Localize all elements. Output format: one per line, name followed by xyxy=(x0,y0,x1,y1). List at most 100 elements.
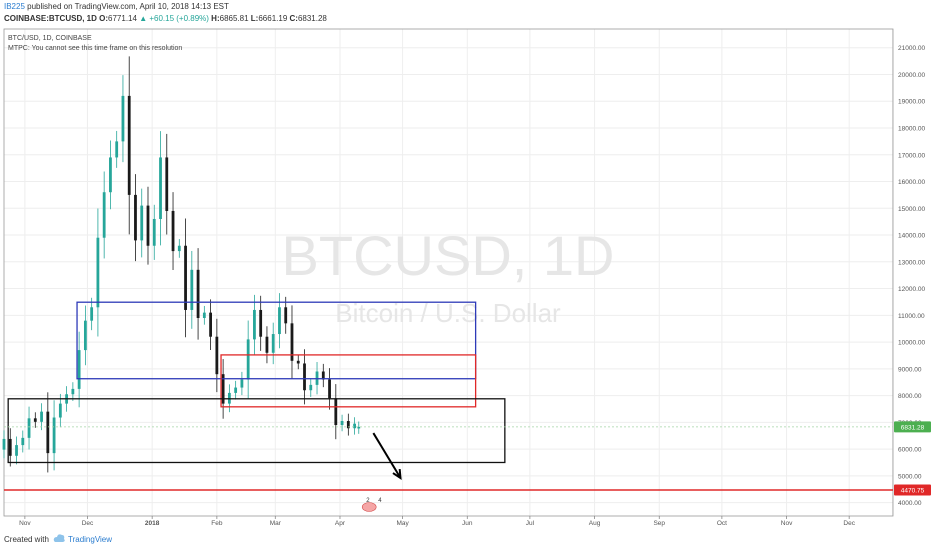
price-tick-label: 16000.00 xyxy=(898,179,925,186)
price-chart[interactable]: BTCUSD, 1D Bitcoin / U.S. Dollar BTC/USD… xyxy=(0,0,932,530)
published-text: published on TradingView.com, April 10, … xyxy=(27,2,229,11)
blue-zone-box xyxy=(76,301,477,380)
time-tick-label: Dec xyxy=(82,520,94,527)
candle-body xyxy=(303,363,306,391)
last-price-tag-text: 6831.28 xyxy=(901,424,925,431)
chart-footer: Created with TradingView xyxy=(0,530,932,550)
candle-body xyxy=(83,320,87,351)
candle-body xyxy=(259,309,263,337)
price-tick-label: 6000.00 xyxy=(898,447,922,454)
candle-body xyxy=(340,421,344,426)
candle-body xyxy=(2,438,6,450)
candle-body xyxy=(21,437,25,446)
high-value: 6865.81 xyxy=(219,14,249,23)
candle-body xyxy=(246,339,250,380)
red-zone-box xyxy=(220,354,477,408)
watermark-name: Bitcoin / U.S. Dollar xyxy=(335,298,561,328)
candle-body xyxy=(209,312,212,337)
time-tick-label: Feb xyxy=(211,520,223,527)
black-zone-box xyxy=(7,398,506,464)
time-tick-label: Jul xyxy=(526,520,535,527)
candle-body xyxy=(90,307,94,321)
time-tick-label: Aug xyxy=(589,520,601,527)
candle-body xyxy=(8,438,12,456)
low-label: L: xyxy=(250,14,259,23)
candle-body xyxy=(127,95,131,195)
candle-body xyxy=(290,323,294,361)
candle-body xyxy=(202,312,206,318)
price-scale-bg xyxy=(893,29,932,516)
time-tick-label: Apr xyxy=(335,520,346,527)
candle-body xyxy=(196,269,200,318)
candle-body xyxy=(15,445,18,456)
open-label: O: xyxy=(99,14,109,23)
created-with-text: Created with xyxy=(4,535,49,544)
change-value: ▲ +60.15 (+0.89%) xyxy=(139,14,209,23)
candle-body xyxy=(234,387,238,393)
candle-body xyxy=(33,418,37,422)
candle-body xyxy=(71,388,75,395)
candle-body xyxy=(177,245,181,252)
forecast-arrow-head xyxy=(392,468,402,480)
legend-indicator: MTPC: You cannot see this time frame on … xyxy=(8,45,182,52)
candle-body xyxy=(190,269,194,310)
candle-body xyxy=(159,157,162,219)
time-tick-label: May xyxy=(396,520,409,527)
support-price-tag-text: 4470.75 xyxy=(901,488,925,495)
high-label: H: xyxy=(211,14,220,23)
candle-body xyxy=(46,411,50,454)
author-link[interactable]: IB225 xyxy=(4,2,25,11)
candle-body xyxy=(184,245,187,310)
candle-body xyxy=(253,309,256,340)
candle-body xyxy=(115,141,119,158)
candle-body xyxy=(40,411,43,422)
price-tick-label: 9000.00 xyxy=(898,366,922,373)
open-value: 6771.14 xyxy=(108,14,137,23)
price-tick-label: 13000.00 xyxy=(898,259,925,266)
price-tick-label: 12000.00 xyxy=(898,286,925,293)
time-tick-label: Nov xyxy=(19,520,31,527)
candle-body xyxy=(328,379,331,399)
time-tick-label: Oct xyxy=(717,520,727,527)
price-tick-label: 18000.00 xyxy=(898,126,925,133)
time-tick-label: Mar xyxy=(270,520,282,527)
price-tick-label: 19000.00 xyxy=(898,99,925,106)
candle-body xyxy=(334,398,338,426)
candle-body xyxy=(309,384,313,391)
candle-body xyxy=(271,334,275,353)
candle-body xyxy=(215,336,219,375)
price-tick-label: 17000.00 xyxy=(898,152,925,159)
candle-body xyxy=(109,157,112,193)
tradingview-cloud-icon xyxy=(53,534,65,542)
candle-body xyxy=(171,210,175,252)
time-tick-label: Sep xyxy=(653,520,665,527)
candle-body xyxy=(140,205,144,241)
grid-lines xyxy=(4,29,893,516)
candle-body xyxy=(146,205,150,246)
tradingview-link[interactable]: TradingView xyxy=(68,535,113,544)
symbol-label: COINBASE:BTCUSD, 1D xyxy=(4,14,97,23)
watermark-symbol: BTCUSD, 1D xyxy=(282,224,615,287)
price-tick-label: 15000.00 xyxy=(898,206,925,213)
candle-body xyxy=(296,360,300,364)
price-tags: 6831.28 4470.75 xyxy=(894,421,931,496)
support-price-tag-bg xyxy=(894,484,931,496)
candle-body xyxy=(52,417,56,454)
candle-body xyxy=(77,350,81,389)
candle-body xyxy=(96,237,100,308)
last-price-tag-bg xyxy=(894,421,931,433)
candle-body xyxy=(221,374,225,404)
price-tick-label: 5000.00 xyxy=(898,473,922,480)
candle-body xyxy=(152,218,156,246)
candle-body xyxy=(121,95,125,142)
close-label: C: xyxy=(289,14,298,23)
candle-body xyxy=(353,423,356,429)
candle-body xyxy=(357,426,361,429)
candle-body xyxy=(58,403,62,418)
forecast-arrow-shaft xyxy=(372,432,402,479)
candle-body xyxy=(165,157,169,211)
candle-body xyxy=(278,307,281,335)
time-tick-label: Nov xyxy=(781,520,793,527)
ohlc-quote-line: COINBASE:BTCUSD, 1D O:6771.14 ▲ +60.15 (… xyxy=(4,14,327,23)
